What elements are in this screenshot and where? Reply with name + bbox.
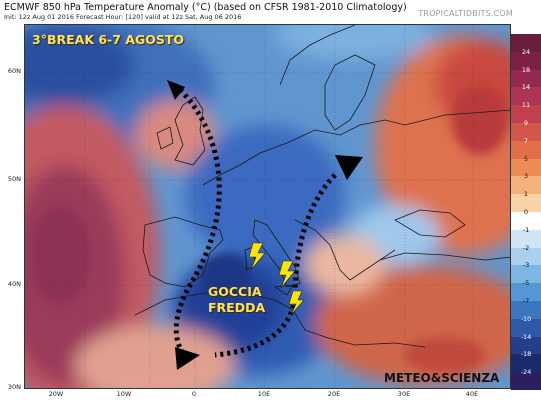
colorbar-tick-label: -2 xyxy=(522,243,530,252)
cutoff-low-label-line1: GOCCIA xyxy=(208,284,262,299)
lat-label: 60N xyxy=(7,67,21,75)
colorbar-swatch xyxy=(511,318,541,338)
colorbar-tick-label: 5 xyxy=(523,154,529,163)
colorbar-tick-label: -24 xyxy=(520,368,532,377)
colorbar-tick-label: 24 xyxy=(521,47,531,56)
colorbar-tick-label: 9 xyxy=(523,119,529,127)
chart-title: ECMWF 850 hPa Temperature Anomaly (°C) (… xyxy=(4,2,407,13)
coast-black-sea xyxy=(394,209,466,238)
lightning-icon xyxy=(278,260,296,289)
coast-europe-main xyxy=(202,109,510,186)
colorbar-tick-label: 0 xyxy=(523,208,529,216)
coast-ireland xyxy=(156,126,174,150)
lat-label: 30N xyxy=(7,383,21,391)
colorbar-swatch xyxy=(511,87,541,106)
colorbar-swatch xyxy=(511,176,541,195)
colorbar-swatch xyxy=(511,34,541,53)
colorbar-swatch xyxy=(511,194,541,213)
anomaly-field-detail xyxy=(30,85,508,373)
colorbar-swatch xyxy=(511,158,541,177)
arrow-west-flow xyxy=(173,83,222,357)
colorbar-swatch xyxy=(511,140,541,160)
colorbar-swatch xyxy=(511,229,541,249)
lon-label: 10W xyxy=(116,390,132,398)
lon-label: 0 xyxy=(191,390,197,398)
colorbar-swatch xyxy=(511,336,541,355)
arrow-east-flow xyxy=(214,173,337,358)
chart-header: ECMWF 850 hPa Temperature Anomaly (°C) (… xyxy=(0,0,541,24)
lon-label: 20W xyxy=(48,390,64,398)
brand-watermark: METEO&SCIENZA xyxy=(384,371,500,385)
colorbar-swatch xyxy=(511,372,541,391)
colorbar-tick-label: 1 xyxy=(523,190,529,199)
coast-turkey xyxy=(379,252,510,261)
coast-sicily xyxy=(273,284,294,296)
coast-iberia xyxy=(142,216,224,288)
colorbar-tick-label: -3 xyxy=(522,261,530,270)
colorbar-tick-label: 7 xyxy=(523,136,529,145)
arrowhead-north xyxy=(335,155,363,180)
colorbar-swatch xyxy=(511,247,541,266)
lon-label: 40E xyxy=(465,390,479,398)
colorbar-swatch xyxy=(511,301,541,320)
colorbar-tick-label: 14 xyxy=(521,83,531,92)
colorbar-swatch xyxy=(511,105,541,124)
coast-balkans xyxy=(294,219,396,281)
colorbar-swatch xyxy=(511,265,541,284)
lightning-icon xyxy=(288,290,305,316)
colorbar: 24 18 14 11 9 7 5 3 1 0 -1 -2 -3 -5 -7 -10 -14 -18 -24 xyxy=(511,34,541,391)
colorbar-tick-label: -14 xyxy=(520,332,532,341)
colorbar-swatch xyxy=(511,123,541,142)
colorbar-tick-label: -10 xyxy=(520,314,532,323)
anomaly-map xyxy=(24,24,511,389)
lon-label: 20E xyxy=(327,390,341,398)
lightning-icon xyxy=(248,242,266,271)
colorbar-tick-label: -5 xyxy=(522,279,530,288)
graticule xyxy=(25,25,510,388)
lon-label: 30E xyxy=(397,390,411,398)
map-canvas xyxy=(25,25,510,388)
colorbar-swatch xyxy=(511,51,541,71)
colorbar-swatch xyxy=(511,283,541,302)
site-watermark[interactable]: TROPICALTIDBITS.COM xyxy=(418,9,513,18)
thunderstorm-icons xyxy=(248,242,305,316)
chart-subtitle: Init: 12z Aug 01 2016 Forecast Hour: [12… xyxy=(4,13,242,21)
colorbar-swatch xyxy=(511,354,541,373)
arrowhead-start xyxy=(167,80,185,100)
headline-label: 3°BREAK 6-7 AGOSTO xyxy=(32,32,185,47)
colorbar-tick-label: -7 xyxy=(522,297,530,305)
lat-label: 40N xyxy=(7,280,21,288)
lat-label: 50N xyxy=(7,175,21,183)
colorbar-tick-label: 18 xyxy=(521,65,531,74)
arrowhead-southwest xyxy=(175,347,200,370)
colorbar-tick-label: 3 xyxy=(523,172,529,181)
colorbar-tick-label: 11 xyxy=(521,101,531,110)
flow-arrows xyxy=(173,83,337,358)
lon-label: 10E xyxy=(257,390,271,398)
coast-scandinavia xyxy=(279,25,376,131)
colorbar-swatch xyxy=(511,212,541,231)
colorbar-tick-label: -18 xyxy=(520,350,532,359)
cutoff-low-label-line2: FREDDA xyxy=(208,300,266,315)
colorbar-tick-label: -1 xyxy=(522,225,530,234)
colorbar-swatch xyxy=(511,69,541,88)
